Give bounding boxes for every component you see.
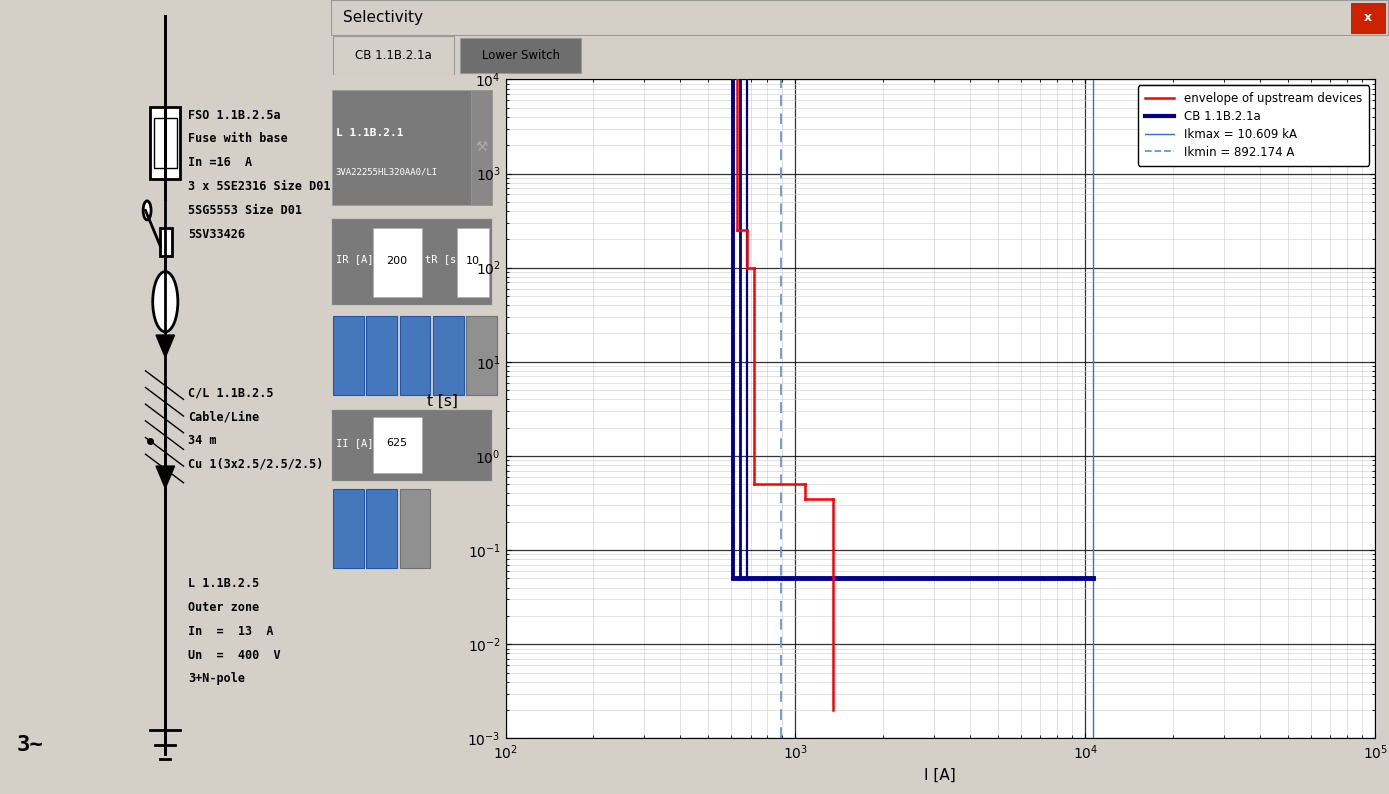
Bar bbox=[367, 316, 397, 395]
Circle shape bbox=[143, 201, 151, 220]
Bar bbox=[400, 488, 431, 568]
Text: Selectivity: Selectivity bbox=[343, 10, 424, 25]
Text: L 1.1B.2.5: L 1.1B.2.5 bbox=[189, 577, 260, 590]
Text: 3~: 3~ bbox=[17, 734, 43, 755]
Bar bbox=[467, 316, 497, 395]
Bar bbox=[332, 410, 492, 481]
Bar bbox=[154, 118, 176, 168]
Bar bbox=[460, 37, 582, 73]
Bar bbox=[150, 107, 181, 179]
Text: FSO 1.1B.2.5a: FSO 1.1B.2.5a bbox=[189, 109, 281, 121]
Text: In  =  13  A: In = 13 A bbox=[189, 625, 274, 638]
Text: 3VA22255HL320AA0/LI: 3VA22255HL320AA0/LI bbox=[336, 168, 438, 177]
Bar bbox=[333, 36, 454, 75]
X-axis label: I [A]: I [A] bbox=[925, 768, 956, 782]
Bar bbox=[457, 229, 489, 297]
Text: x: x bbox=[1364, 11, 1372, 25]
Text: In =16  A: In =16 A bbox=[189, 156, 253, 169]
Text: tR [s]: tR [s] bbox=[425, 253, 463, 264]
Text: 3+N-pole: 3+N-pole bbox=[189, 673, 246, 685]
Bar bbox=[332, 219, 492, 306]
Text: 10: 10 bbox=[465, 256, 479, 266]
Bar bbox=[433, 316, 464, 395]
Bar bbox=[471, 90, 492, 205]
Text: 3 x 5SE2316 Size D01: 3 x 5SE2316 Size D01 bbox=[189, 180, 331, 193]
Text: 5SV33426: 5SV33426 bbox=[189, 228, 246, 241]
Bar bbox=[333, 316, 364, 395]
Text: 625: 625 bbox=[386, 438, 407, 449]
Bar bbox=[1351, 3, 1385, 33]
Text: 5SG5553 Size D01: 5SG5553 Size D01 bbox=[189, 204, 303, 217]
Text: 34 m: 34 m bbox=[189, 434, 217, 447]
Bar bbox=[372, 417, 422, 472]
Polygon shape bbox=[156, 466, 175, 488]
Text: Cable/Line: Cable/Line bbox=[189, 410, 260, 423]
Circle shape bbox=[153, 272, 178, 332]
Text: C/L 1.1B.2.5: C/L 1.1B.2.5 bbox=[189, 387, 274, 399]
Text: Outer zone: Outer zone bbox=[189, 601, 260, 614]
Text: IR [A]: IR [A] bbox=[336, 253, 374, 264]
Text: Lower Switch: Lower Switch bbox=[482, 49, 560, 62]
Text: CB 1.1B.2.1a: CB 1.1B.2.1a bbox=[356, 49, 432, 62]
Text: L 1.1B.2.1: L 1.1B.2.1 bbox=[336, 128, 403, 138]
Bar bbox=[372, 229, 422, 297]
Text: II [A]: II [A] bbox=[336, 438, 374, 449]
Bar bbox=[333, 488, 364, 568]
Bar bbox=[160, 228, 172, 256]
Bar bbox=[332, 90, 492, 205]
Text: ⚒: ⚒ bbox=[475, 141, 488, 154]
Y-axis label: t [s]: t [s] bbox=[426, 394, 458, 409]
Bar bbox=[367, 488, 397, 568]
Legend: envelope of upstream devices, CB 1.1B.2.1a, Ikmax = 10.609 kA, Ikmin = 892.174 A: envelope of upstream devices, CB 1.1B.2.… bbox=[1138, 85, 1370, 166]
Text: Un  =  400  V: Un = 400 V bbox=[189, 649, 281, 661]
Text: 200: 200 bbox=[386, 256, 407, 266]
Polygon shape bbox=[156, 335, 175, 357]
Text: Fuse with base: Fuse with base bbox=[189, 133, 288, 145]
Bar bbox=[400, 316, 431, 395]
Text: Cu 1(3x2.5/2.5/2.5): Cu 1(3x2.5/2.5/2.5) bbox=[189, 458, 324, 471]
